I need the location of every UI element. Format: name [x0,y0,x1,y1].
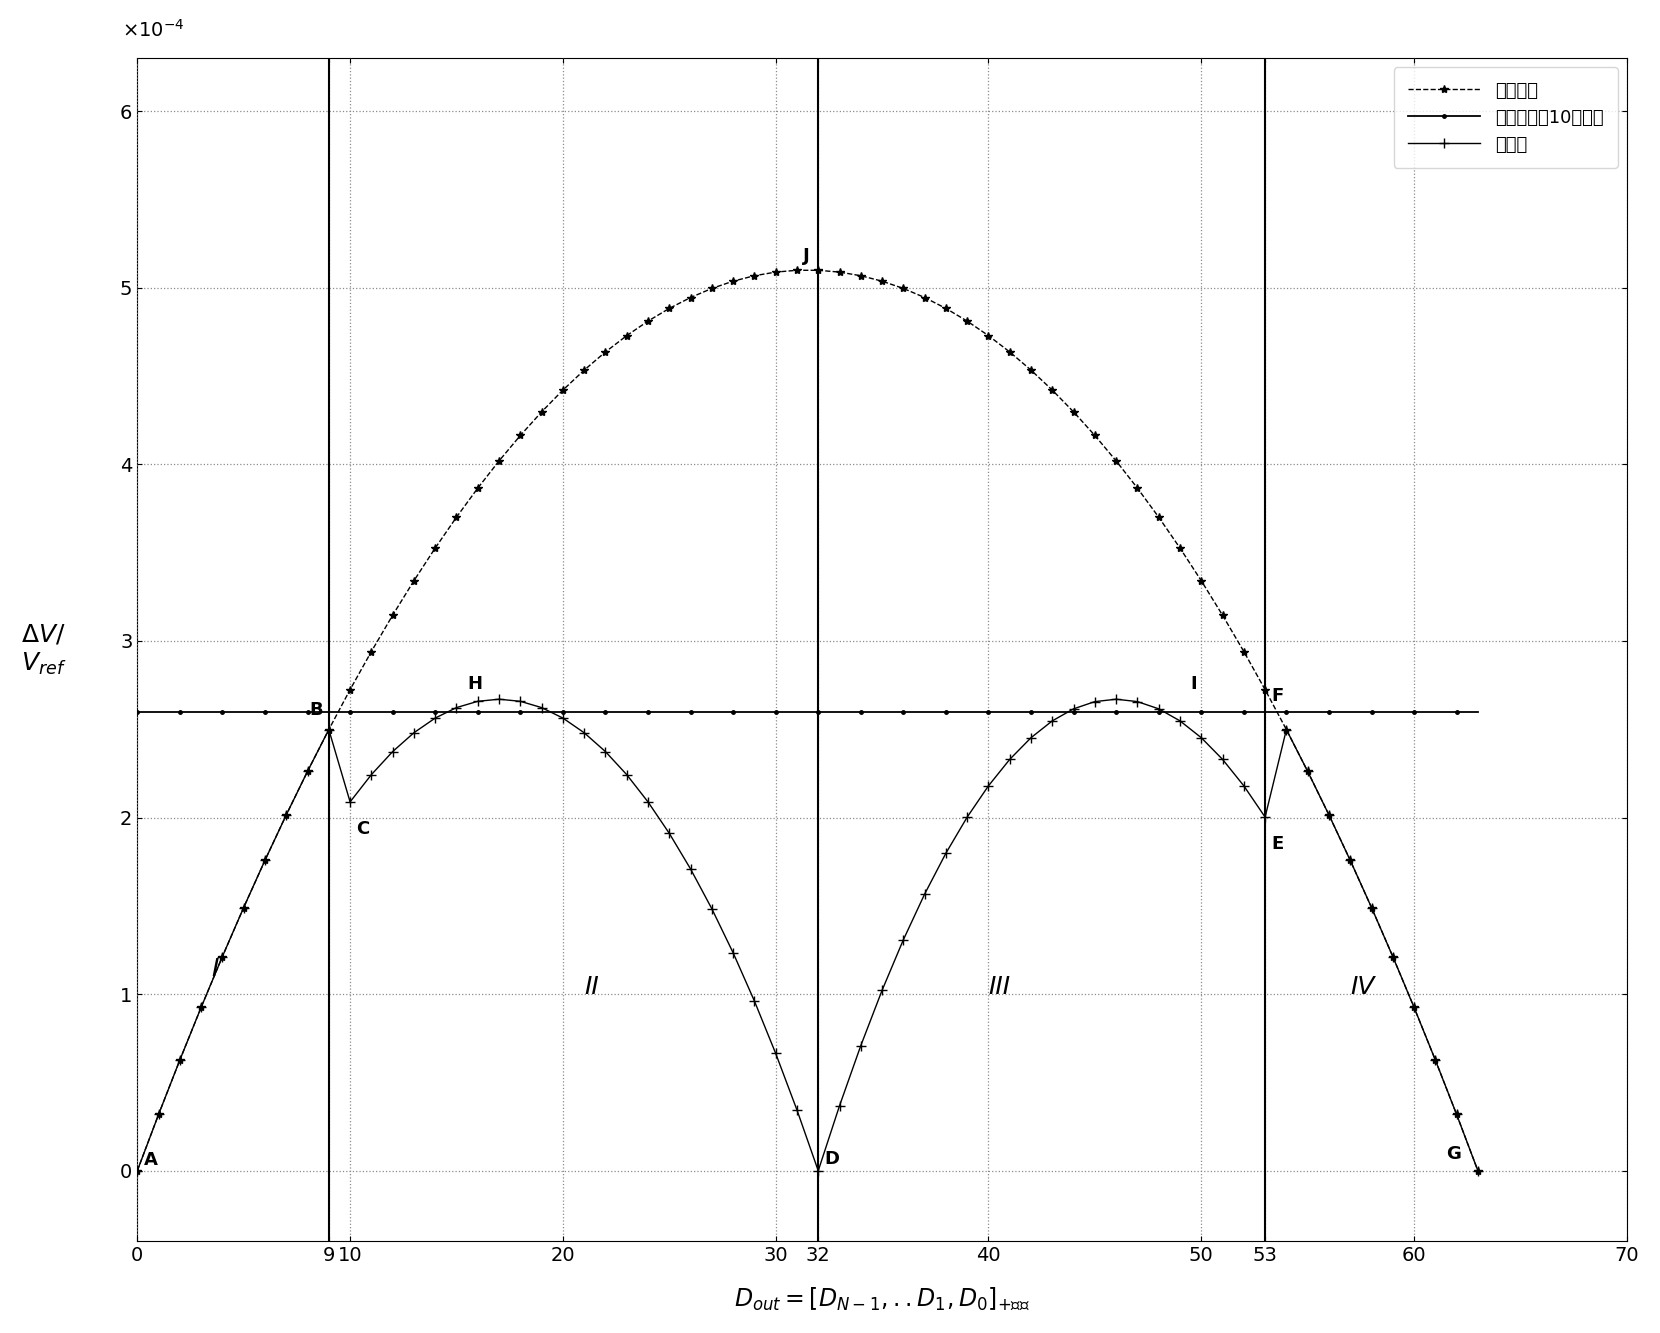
Y-axis label: $\Delta V/$
$V_{ref}$: $\Delta V/$ $V_{ref}$ [22,623,66,677]
Legend: 传统结构, 最大误差的10分界线, 新结构: 传统结构, 最大误差的10分界线, 新结构 [1394,67,1618,168]
Text: B: B [310,701,324,720]
Text: $\times 10^{-4}$: $\times 10^{-4}$ [123,19,184,40]
Text: IV: IV [1350,976,1374,1000]
Text: I: I [1190,674,1197,693]
Text: H: H [466,674,481,693]
X-axis label: $D_{out}=[D_{N-1},..D_1,D_0]_{+进制}$: $D_{out}=[D_{N-1},..D_1,D_0]_{+进制}$ [734,1286,1029,1312]
Text: III: III [988,976,1011,1000]
Text: E: E [1272,834,1283,853]
Text: G: G [1446,1145,1461,1162]
Text: II: II [584,976,599,1000]
Text: F: F [1272,686,1283,705]
Text: J: J [803,247,810,265]
Text: I: I [212,957,219,981]
Text: D: D [825,1149,840,1168]
Text: C: C [357,820,370,837]
Text: A: A [144,1152,158,1169]
